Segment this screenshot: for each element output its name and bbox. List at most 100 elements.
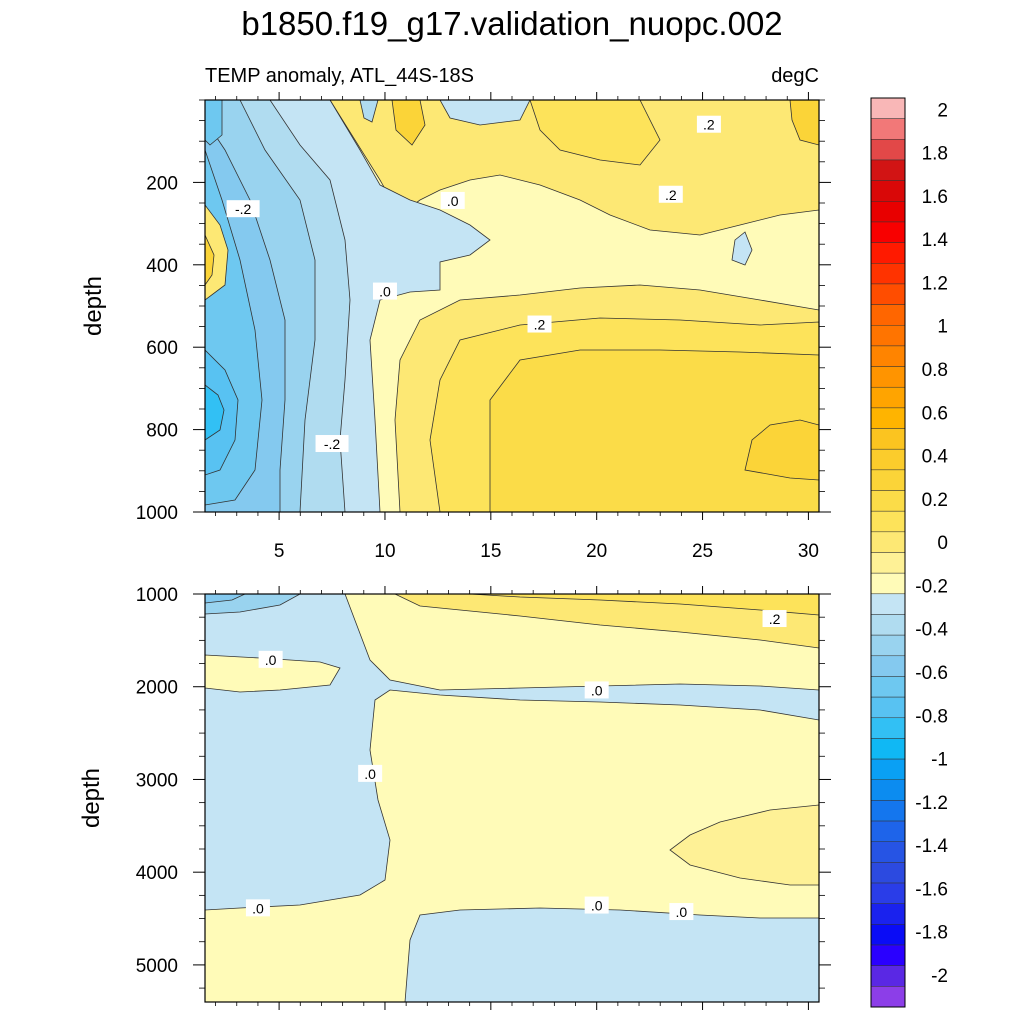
colorbar-swatch (870, 593, 906, 615)
colorbar-swatch (870, 510, 906, 533)
lower-panel-fills (205, 594, 819, 1002)
fill-upper-surface-warm-3 (789, 100, 819, 146)
colorbar-tick-label: -1 (931, 750, 948, 771)
colorbar-swatch (870, 820, 906, 842)
colorbar-swatch (870, 676, 906, 698)
colorbar-swatch (870, 118, 906, 140)
colorbar-swatch (870, 386, 906, 409)
colorbar-swatch (870, 469, 906, 491)
contour-label: -.2 (324, 436, 341, 452)
colorbar-tick-label: 1 (937, 317, 948, 338)
colorbar-tick-label: 0 (937, 533, 948, 554)
subtitle-left: TEMP anomaly, ATL_44S-18S (205, 65, 474, 87)
colorbar-tick-label: -1.2 (915, 793, 948, 814)
fill-lower-surface-cold-inner (205, 594, 246, 604)
colorbar-swatch (870, 97, 906, 119)
colorbar-swatch (870, 696, 906, 719)
colorbar-swatch (870, 304, 906, 326)
colorbar-tick-label: 0.2 (922, 490, 948, 511)
fill-upper-surface-warm-2 (529, 100, 661, 166)
contour-label: .2 (703, 117, 715, 133)
contour-label: .0 (364, 766, 376, 782)
colorbar-swatch (870, 490, 906, 512)
colorbar-swatch (870, 882, 906, 904)
contour-label: .0 (591, 682, 603, 698)
colorbar-swatch (870, 944, 906, 966)
contour-label-bg (440, 191, 465, 209)
contour-label-bg (315, 435, 349, 453)
colorbar-swatch (870, 221, 906, 243)
contour-label-bg (245, 899, 270, 917)
fill-upper-west-warm-inner (205, 234, 215, 286)
upper-y-tick-label: 1000 (136, 503, 178, 524)
upper-x-tick-label: 30 (798, 541, 819, 562)
contour-label-bg (584, 896, 609, 914)
colorbar-swatch (870, 738, 906, 760)
colorbar-tick-label: -1.8 (915, 923, 948, 944)
colorbar-swatch (870, 263, 906, 285)
contour-label-bg (358, 764, 383, 782)
fill-lower-zero-band (205, 594, 819, 911)
colorbar: 2 1.8 1.6 1.4 1.2 1 0.8 0.6 0.4 0.2 0 -0.2 -0.4 -0.6 -… (870, 97, 949, 1008)
colorbar-swatch (870, 634, 906, 657)
colorbar-tick-label: 1.2 (922, 273, 948, 294)
contour-label: .0 (252, 900, 264, 916)
contour-label: .0 (379, 284, 391, 300)
contour-label-bg (527, 315, 552, 333)
colorbar-tick-label: -0.6 (915, 663, 948, 684)
colorbar-swatch (870, 552, 906, 574)
colorbar-swatch (870, 655, 906, 677)
colorbar-tick-label: 0.6 (922, 403, 948, 424)
lower-y-tick-label: 1000 (136, 585, 178, 606)
fill-upper-surface-warm-1 (391, 100, 426, 146)
contour-labels: .2 .2 -.2 .0 .0 .2 -.2 .2 .0 .0 .0 .0 .0 .0 (226, 115, 787, 921)
colorbar-swatch (870, 862, 906, 884)
upper-panel-fills (205, 100, 819, 512)
contour-label: -.2 (235, 201, 252, 217)
colorbar-swatch (870, 201, 906, 223)
fill-upper-warm-patch (744, 419, 819, 481)
colorbar-tick-label: 1.4 (922, 230, 949, 251)
colorbar-tick-label: -0.4 (915, 620, 948, 641)
colorbar-swatch (870, 986, 906, 1008)
colorbar-swatch (870, 448, 906, 471)
contour-label-bg (658, 185, 683, 203)
colorbar-swatch (870, 242, 906, 264)
colorbar-swatch (870, 717, 906, 739)
contour-label: .0 (676, 904, 688, 920)
contour-label-bg (696, 115, 721, 133)
colorbar-swatch (870, 531, 906, 553)
contour-label-bg (372, 282, 397, 300)
colorbar-swatch (870, 366, 906, 388)
fill-lower-bottom-cold (404, 907, 819, 1002)
fill-upper-warm-inner (489, 349, 819, 512)
colorbar-tick-label: 0.4 (922, 447, 949, 468)
colorbar-tick-label: -1.4 (915, 836, 948, 857)
fill-lower-deep-warm (669, 804, 819, 886)
fill-lower-top-warm-inner (469, 594, 819, 616)
colorbar-tick-label: -0.2 (915, 576, 948, 597)
colorbar-tick-label: -0.8 (915, 706, 948, 727)
upper-y-tick-label: 400 (146, 256, 178, 277)
contour-label-bg (226, 200, 260, 218)
colorbar-swatch (870, 572, 906, 595)
colorbar-swatch (870, 841, 906, 863)
lower-y-tick-label: 2000 (136, 678, 178, 699)
colorbar-swatch (870, 903, 906, 925)
upper-axis-ticks: 5 10 15 20 25 30 200 400 600 800 1000 (136, 92, 831, 562)
lower-y-axis-label: depth (78, 768, 105, 828)
colorbar-tick-label: 2 (937, 100, 948, 121)
colorbar-swatch (870, 325, 906, 347)
colorbar-tick-label: -2 (931, 966, 948, 987)
colorbar-tick-label: 1.8 (922, 144, 948, 165)
upper-x-tick-label: 15 (480, 541, 501, 562)
subtitle-right: degC (771, 65, 819, 87)
fill-upper-surface-cold-2 (439, 100, 531, 126)
fill-upper-cold-core (205, 384, 225, 441)
contour-label: .2 (534, 317, 546, 333)
colorbar-frame (870, 97, 906, 1008)
colorbar-swatch (870, 283, 906, 305)
upper-x-tick-label: 10 (374, 541, 395, 562)
colorbar-swatch (870, 800, 906, 822)
colorbar-swatch (870, 407, 906, 429)
